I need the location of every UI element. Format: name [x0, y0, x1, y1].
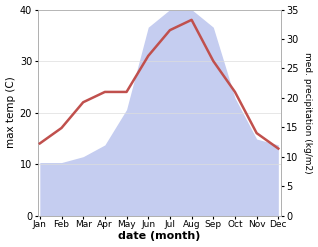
Y-axis label: med. precipitation (kg/m2): med. precipitation (kg/m2) [303, 52, 313, 173]
X-axis label: date (month): date (month) [118, 231, 200, 242]
Y-axis label: max temp (C): max temp (C) [5, 77, 16, 148]
